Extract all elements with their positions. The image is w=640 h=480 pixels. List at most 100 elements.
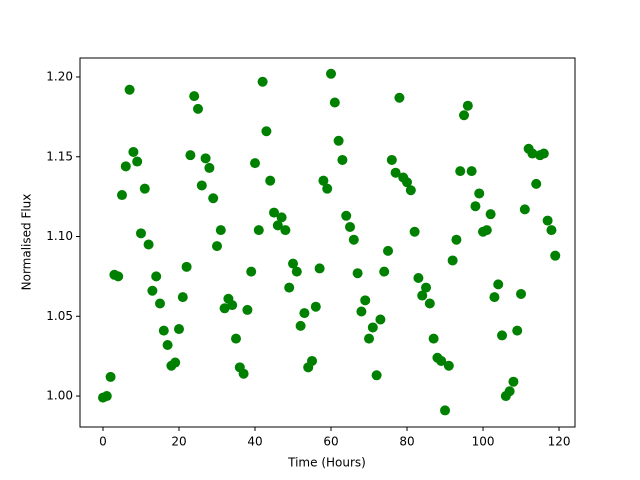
point <box>135 228 146 239</box>
point <box>128 146 139 157</box>
point <box>326 68 337 79</box>
x-axis-label: Time (Hours) <box>287 456 366 470</box>
x-tick-label: 20 <box>171 435 186 449</box>
point <box>485 209 496 220</box>
point <box>143 239 154 250</box>
point <box>105 371 116 382</box>
point <box>497 330 508 341</box>
point <box>250 158 261 169</box>
point <box>462 100 473 111</box>
point <box>295 320 306 331</box>
point <box>113 271 124 282</box>
point <box>291 266 302 277</box>
point <box>124 84 135 95</box>
point <box>333 135 344 146</box>
point <box>288 258 299 269</box>
point <box>307 355 318 366</box>
point <box>162 340 173 350</box>
point <box>238 368 249 379</box>
point <box>413 272 424 283</box>
point <box>466 166 477 177</box>
point <box>531 178 542 189</box>
point <box>261 126 272 137</box>
point <box>139 183 150 194</box>
point <box>231 333 242 344</box>
point <box>417 290 428 301</box>
point <box>170 357 181 368</box>
point <box>299 308 310 319</box>
point <box>189 91 200 102</box>
point <box>208 193 219 204</box>
point <box>481 225 492 236</box>
point <box>538 148 549 159</box>
point <box>542 215 553 226</box>
point <box>147 285 158 296</box>
point <box>185 150 196 161</box>
point <box>508 376 519 387</box>
point <box>451 234 462 245</box>
point <box>116 190 127 201</box>
point <box>215 225 226 236</box>
x-tick-label: 120 <box>548 435 571 449</box>
point <box>154 298 165 309</box>
point <box>132 156 143 167</box>
point <box>193 103 204 114</box>
y-tick-label: 1.05 <box>46 309 73 323</box>
point <box>493 279 504 290</box>
point <box>276 212 287 223</box>
point <box>443 360 454 371</box>
point <box>504 386 515 397</box>
point <box>181 261 192 272</box>
point <box>371 370 382 381</box>
point <box>314 263 325 274</box>
point <box>151 271 162 282</box>
point <box>360 295 371 306</box>
point <box>352 268 363 279</box>
point <box>265 175 276 186</box>
point <box>379 266 390 277</box>
point <box>348 234 359 245</box>
point <box>341 210 352 221</box>
y-axis-label: Normalised Flux <box>20 194 34 291</box>
y-tick-label: 1.15 <box>46 149 73 163</box>
point <box>402 177 413 188</box>
point <box>269 207 280 218</box>
point <box>329 97 340 108</box>
point <box>470 201 481 212</box>
point <box>200 153 211 164</box>
point <box>196 180 207 191</box>
x-tick-label: 0 <box>99 435 107 449</box>
point <box>421 282 432 293</box>
x-tick-label: 80 <box>399 435 414 449</box>
point <box>489 292 500 303</box>
y-tick-label: 1.20 <box>46 69 73 83</box>
point <box>318 175 329 186</box>
point <box>386 154 397 165</box>
point <box>356 306 367 317</box>
point <box>440 405 451 416</box>
point <box>455 166 466 177</box>
point <box>550 250 561 261</box>
point <box>212 241 223 252</box>
x-tick-label: 40 <box>247 435 262 449</box>
point <box>516 288 527 299</box>
point <box>204 162 215 173</box>
point <box>428 333 439 344</box>
point <box>177 292 188 303</box>
point <box>257 76 268 87</box>
point <box>174 324 184 335</box>
plot-area <box>79 57 576 428</box>
point <box>375 314 386 325</box>
x-tick-label: 60 <box>323 435 338 449</box>
point <box>546 225 557 236</box>
point <box>390 167 401 178</box>
point <box>394 92 405 103</box>
point <box>364 333 375 344</box>
point <box>474 188 485 199</box>
point <box>512 325 523 336</box>
point <box>409 226 420 237</box>
point <box>345 221 356 232</box>
point <box>424 298 435 309</box>
point <box>280 225 291 236</box>
